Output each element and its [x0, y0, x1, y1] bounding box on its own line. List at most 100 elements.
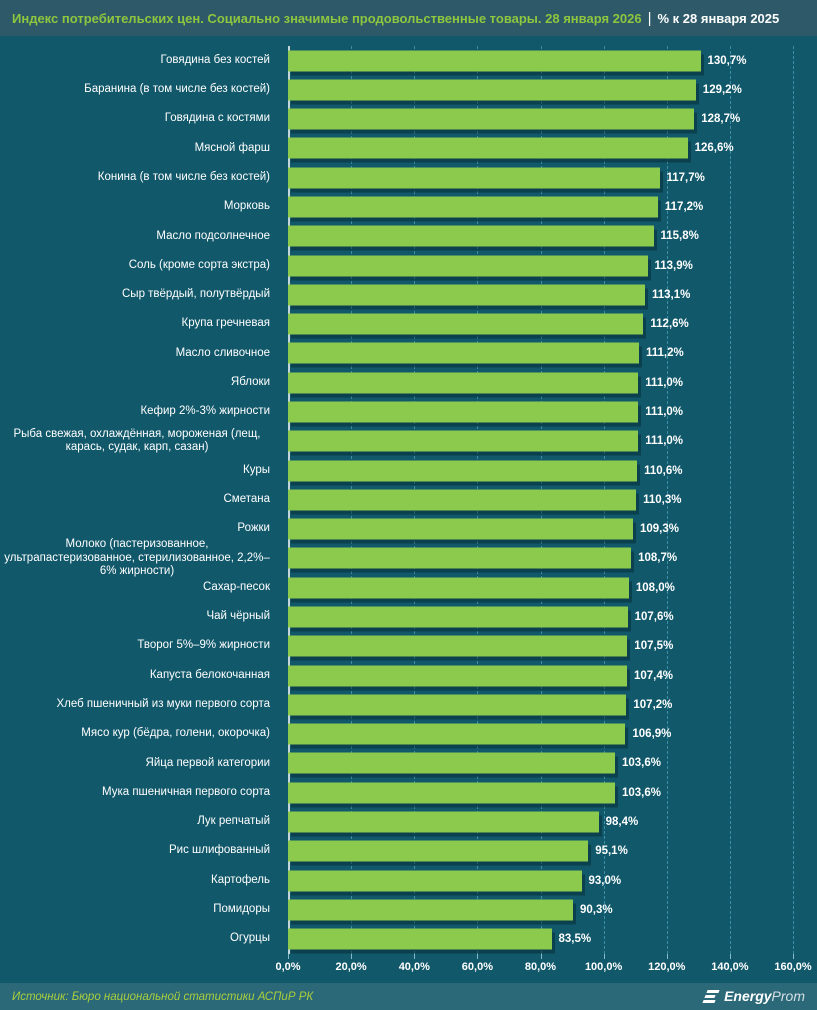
- chart-row: Хлеб пшеничный из муки первого сорта 107…: [0, 690, 817, 719]
- bar: [288, 547, 632, 569]
- bar-area: 107,6%: [288, 602, 817, 631]
- bar: [288, 167, 660, 189]
- category-label: Морковь: [223, 200, 270, 213]
- category-label: Кефир 2%-3% жирности: [140, 405, 270, 418]
- chart-row: Мясо кур (бёдра, голени, окорочка) 106,9…: [0, 719, 817, 748]
- value-label: 103,6%: [622, 757, 662, 770]
- category-label: Мука пшеничная первого сорта: [102, 785, 270, 798]
- page-title: Индекс потребительских цен. Социально зн…: [12, 10, 642, 26]
- category-label: Капуста белокочанная: [149, 668, 270, 681]
- bar-area: 117,7%: [288, 163, 817, 192]
- bar-area: 103,6%: [288, 778, 817, 807]
- category-label: Куры: [243, 463, 270, 476]
- value-label: 112,6%: [650, 318, 689, 331]
- category-label: Сметана: [223, 493, 270, 506]
- value-label: 111,0%: [645, 406, 684, 419]
- bar: [288, 460, 638, 482]
- bar: [288, 723, 626, 745]
- bar-area: 117,2%: [288, 192, 817, 221]
- x-tick-label: 140,0%: [711, 961, 749, 973]
- chart-row: Огурцы 83,5%: [0, 924, 817, 953]
- value-label: 98,4%: [605, 815, 639, 828]
- category-label: Баранина (в том числе без костей): [84, 83, 270, 96]
- category-label: Яблоки: [230, 375, 270, 388]
- bar-area: 111,0%: [288, 427, 817, 456]
- energyprom-logo-icon: [702, 989, 720, 1003]
- chart-row: Лук репчатый 98,4%: [0, 807, 817, 836]
- x-axis-tick: [603, 954, 605, 959]
- category-label: Крупа гречневая: [181, 317, 270, 330]
- value-label: 95,1%: [595, 845, 628, 858]
- category-label: Конина (в том числе без костей): [97, 170, 270, 183]
- chart-row: Сахар-песок 108,0%: [0, 573, 817, 602]
- value-label: 107,5%: [634, 640, 674, 653]
- category-label: Огурцы: [229, 932, 270, 945]
- chart-row: Яйца первой категории 103,6%: [0, 749, 817, 778]
- chart-row: Баранина (в том числе без костей) 129,2%: [0, 75, 817, 104]
- bar: [288, 430, 639, 452]
- x-tick-label: 80,0%: [524, 961, 557, 973]
- x-tick-label: 60,0%: [461, 961, 493, 973]
- value-label: 107,6%: [634, 610, 674, 623]
- chart-row: Масло подсолнечное 115,8%: [0, 222, 817, 251]
- value-label: 111,0%: [645, 435, 684, 448]
- x-tick-label: 160,0%: [774, 961, 812, 973]
- bar: [288, 196, 658, 218]
- bar: [288, 255, 648, 277]
- bar-area: 108,0%: [288, 573, 817, 602]
- bar: [288, 79, 696, 101]
- chart-row: Творог 5%–9% жирности 107,5%: [0, 632, 817, 661]
- chart-row: Крупа гречневая 112,6%: [0, 310, 817, 339]
- value-label: 107,2%: [633, 698, 673, 711]
- value-label: 90,3%: [580, 903, 613, 916]
- chart-row: Мука пшеничная первого сорта 103,6%: [0, 778, 817, 807]
- category-label: Мясной фарш: [194, 141, 270, 154]
- bar-area: 107,4%: [288, 661, 817, 690]
- category-label: Сахар-песок: [202, 580, 270, 593]
- bar-area: 103,6%: [288, 749, 817, 778]
- value-label: 83,5%: [558, 933, 592, 946]
- footer-bar: Источник: Бюро национальной статистики А…: [0, 983, 817, 1010]
- bar-area: 115,8%: [288, 222, 817, 251]
- value-label: 113,9%: [654, 259, 693, 272]
- x-axis-labels: 0,0% 20,0% 40,0% 60,0% 80,0% 100,0% 120,0% 140,…: [275, 961, 811, 977]
- gridline: [793, 46, 794, 954]
- chart-row: Масло сливочное 111,2%: [0, 339, 817, 368]
- energyprom-logo: EnergyProm: [702, 988, 805, 1006]
- bar-area: 95,1%: [288, 837, 817, 866]
- page-subtitle: % к 28 января 2025: [657, 10, 780, 26]
- bar-area: 106,9%: [288, 719, 817, 748]
- chart-row: Говядина с костями 128,7%: [0, 105, 817, 134]
- value-label: 126,6%: [694, 142, 734, 155]
- bar-area: 129,2%: [288, 75, 817, 104]
- bar-area: 108,7%: [288, 544, 817, 573]
- chart-row: Картофель 93,0%: [0, 866, 817, 895]
- value-label: 115,8%: [660, 230, 699, 243]
- bar-chart: Говядина без костей 130,7% Баранина (в т…: [0, 36, 817, 983]
- chart-row: Сыр твёрдый, полутвёрдый 113,1%: [0, 280, 817, 309]
- header-bar: Индекс потребительских цен. Социально зн…: [0, 0, 817, 36]
- value-label: 108,7%: [638, 552, 678, 565]
- chart-row: Морковь 117,2%: [0, 192, 817, 221]
- x-axis-tick: [793, 954, 794, 959]
- chart-row: Рис шлифованный 95,1%: [0, 837, 817, 866]
- category-label: Мясо кур (бёдра, голени, окорочка): [81, 727, 270, 740]
- chart-row: Чай чёрный 107,6%: [0, 602, 817, 631]
- category-label: Молоко (пастеризованное, ультрапастеризо…: [4, 538, 270, 578]
- chart-row: Конина (в том числе без костей) 117,7%: [0, 163, 817, 192]
- bar-area: 90,3%: [288, 895, 817, 924]
- bar-area: 112,6%: [288, 310, 817, 339]
- bar: [288, 401, 639, 423]
- value-label: 130,7%: [707, 54, 747, 67]
- bar: [288, 284, 645, 306]
- chart-row: Помидоры 90,3%: [0, 895, 817, 924]
- value-label: 107,4%: [634, 669, 674, 682]
- x-axis-tick: [414, 954, 416, 959]
- bar: [288, 928, 552, 950]
- category-label: Рожки: [237, 522, 270, 535]
- bar: [288, 752, 615, 774]
- bar-area: 113,9%: [288, 251, 817, 280]
- value-label: 103,6%: [622, 786, 662, 799]
- bar: [288, 840, 589, 862]
- category-label: Чай чёрный: [206, 610, 270, 623]
